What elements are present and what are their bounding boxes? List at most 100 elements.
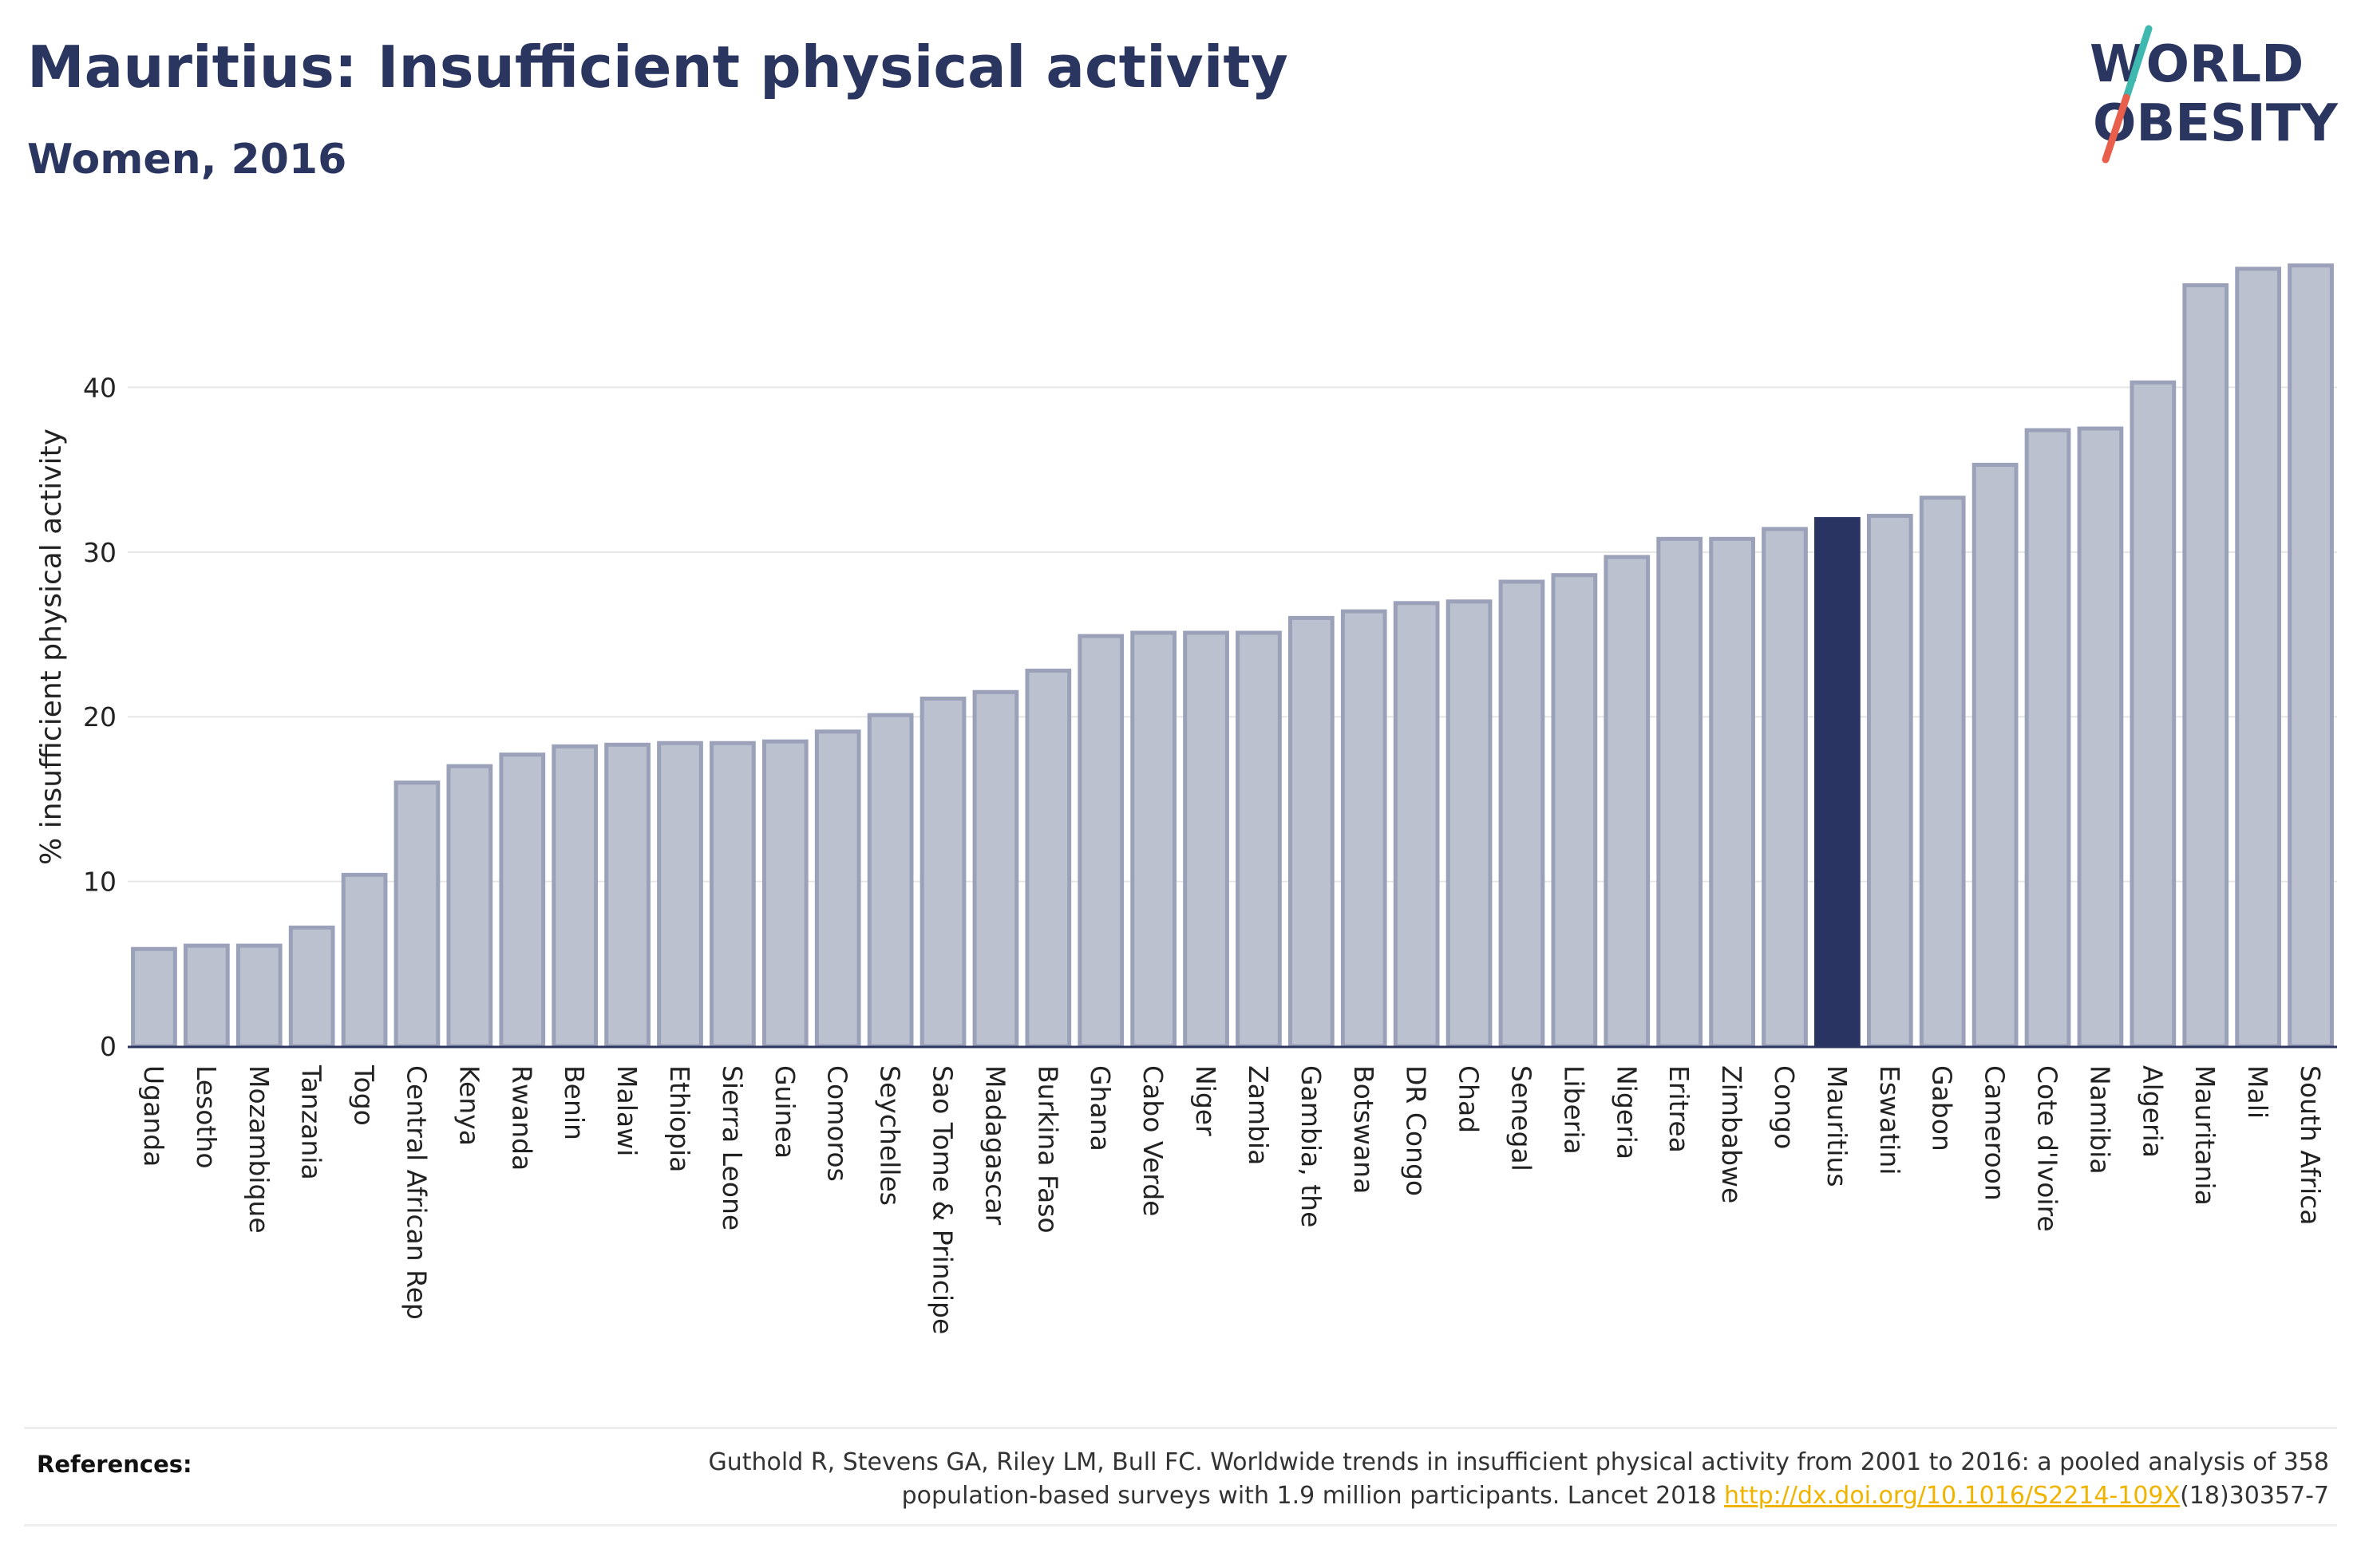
y-tick-label: 10 xyxy=(83,867,117,898)
x-tick-label: Togo xyxy=(349,1064,380,1126)
x-tick-label: Liberia xyxy=(1558,1065,1589,1155)
bar xyxy=(1709,536,1755,1049)
bar xyxy=(183,943,230,1049)
logo-slash-coral xyxy=(2102,93,2130,164)
x-tick-label: Uganda xyxy=(138,1065,169,1167)
x-tick-label: Gambia, the xyxy=(1295,1065,1327,1227)
x-tick-label: Tanzania xyxy=(296,1064,327,1180)
x-tick-label: Eritrea xyxy=(1663,1065,1695,1153)
bar xyxy=(919,697,967,1049)
x-tick-label: Mauritius xyxy=(1821,1065,1853,1187)
x-tick-label: Cameroon xyxy=(1979,1065,2011,1201)
bar xyxy=(1866,513,1913,1049)
y-tick-label: 20 xyxy=(83,701,117,733)
bar xyxy=(1025,668,1072,1049)
bar xyxy=(2182,282,2229,1049)
x-tick-label: Comoros xyxy=(822,1065,853,1182)
bar xyxy=(235,943,283,1049)
x-tick-label: Guinea xyxy=(769,1065,801,1159)
bar-highlight xyxy=(1814,517,1861,1049)
bar xyxy=(552,744,599,1049)
bar xyxy=(1551,573,1598,1049)
references-bottom-divider xyxy=(24,1524,2337,1527)
bar xyxy=(2235,267,2282,1049)
x-tick-label: Malawi xyxy=(611,1065,643,1156)
x-tick-label: Lesotho xyxy=(191,1065,222,1169)
world-obesity-logo: WORLD OBESITY xyxy=(2090,25,2338,164)
x-tick-label: Niger xyxy=(1190,1065,1221,1136)
x-tick-label: Eswatini xyxy=(1874,1065,1905,1175)
y-tick-label: 30 xyxy=(83,537,117,568)
y-axis-label: % insufficient physical activity xyxy=(35,429,68,865)
bar xyxy=(446,764,493,1049)
bars xyxy=(131,263,2334,1049)
x-tick-label: Senegal xyxy=(1505,1065,1536,1171)
reference-line-2-end: (18)30357-7 xyxy=(2180,1482,2329,1510)
x-tick-label: Kenya xyxy=(453,1065,484,1146)
bar xyxy=(1340,609,1387,1049)
x-tick-labels: Uganda Lesotho Mozambique Tanzania Togo Centr… xyxy=(138,1064,2326,1334)
bar xyxy=(288,925,335,1049)
logo-slash-teal xyxy=(2122,25,2153,101)
x-tick-label: Gabon xyxy=(1927,1065,1958,1151)
bar xyxy=(710,741,756,1049)
x-tick-label: Algeria xyxy=(2137,1065,2168,1158)
bar xyxy=(1656,536,1703,1049)
x-tick-label: Mozambique xyxy=(243,1065,275,1234)
bar xyxy=(657,741,703,1049)
bar xyxy=(1183,630,1229,1049)
bar xyxy=(394,780,441,1049)
bar xyxy=(2077,426,2124,1049)
x-tick-label: Sierra Leone xyxy=(717,1065,748,1230)
x-tick-label: Cabo Verde xyxy=(1137,1065,1169,1216)
x-tick-label: Chad xyxy=(1453,1065,1485,1133)
references-top-divider xyxy=(24,1427,2337,1429)
reference-line-1: Guthold R, Stevens GA, Riley LM, Bull FC… xyxy=(708,1448,2329,1476)
x-tick-label: DR Congo xyxy=(1401,1065,1432,1196)
logo-word-obesity: OBESITY xyxy=(2093,94,2338,153)
x-tick-label: Congo xyxy=(1769,1065,1800,1149)
y-tick-label: 0 xyxy=(100,1031,117,1062)
x-tick-label: Madagascar xyxy=(979,1065,1010,1226)
bar xyxy=(131,946,177,1049)
grid-lines xyxy=(128,386,2337,883)
x-tick-label: Botswana xyxy=(1348,1065,1379,1194)
bar xyxy=(1604,555,1651,1049)
bar xyxy=(1919,496,1966,1049)
bar xyxy=(1078,634,1125,1049)
bar xyxy=(1971,462,2019,1049)
bar xyxy=(499,752,546,1049)
bar xyxy=(1236,630,1282,1049)
x-tick-label: Central African Rep xyxy=(401,1065,432,1320)
x-tick-label: Benin xyxy=(559,1065,590,1140)
references-label: References: xyxy=(37,1451,192,1478)
x-tick-label: Nigeria xyxy=(1611,1065,1642,1159)
bar xyxy=(814,729,861,1049)
bar xyxy=(2288,263,2334,1049)
bar xyxy=(761,739,809,1049)
x-tick-label: Rwanda xyxy=(506,1065,537,1171)
references-text: Guthold R, Stevens GA, Riley LM, Bull FC… xyxy=(573,1446,2329,1513)
bar xyxy=(1287,615,1335,1049)
bar xyxy=(867,713,914,1049)
x-tick-label: Mali xyxy=(2242,1065,2273,1119)
x-tick-label: South Africa xyxy=(2295,1065,2326,1226)
bar xyxy=(1130,630,1177,1049)
x-tick-label: Cote d'Ivoire xyxy=(2032,1065,2063,1232)
bar xyxy=(1762,527,1808,1049)
y-tick-labels: 0 10 20 30 40 xyxy=(83,372,117,1062)
x-tick-label: Zambia xyxy=(1243,1065,1274,1165)
chart-subtitle: Women, 2016 xyxy=(27,136,347,184)
x-tick-label: Burkina Faso xyxy=(1032,1065,1063,1234)
reference-doi-link[interactable]: http://dx.doi.org/10.1016/S2214-109X xyxy=(1724,1482,2181,1510)
x-tick-label: Seychelles xyxy=(875,1065,906,1206)
x-tick-label: Ethiopia xyxy=(664,1065,695,1172)
bar xyxy=(2130,380,2177,1049)
bar xyxy=(1445,599,1493,1049)
x-tick-label: Mauritania xyxy=(2189,1065,2221,1206)
logo-word-world: WORLD xyxy=(2090,35,2304,94)
x-tick-label: Ghana xyxy=(1085,1065,1116,1151)
bar xyxy=(604,742,651,1049)
y-tick-label: 40 xyxy=(83,372,117,403)
